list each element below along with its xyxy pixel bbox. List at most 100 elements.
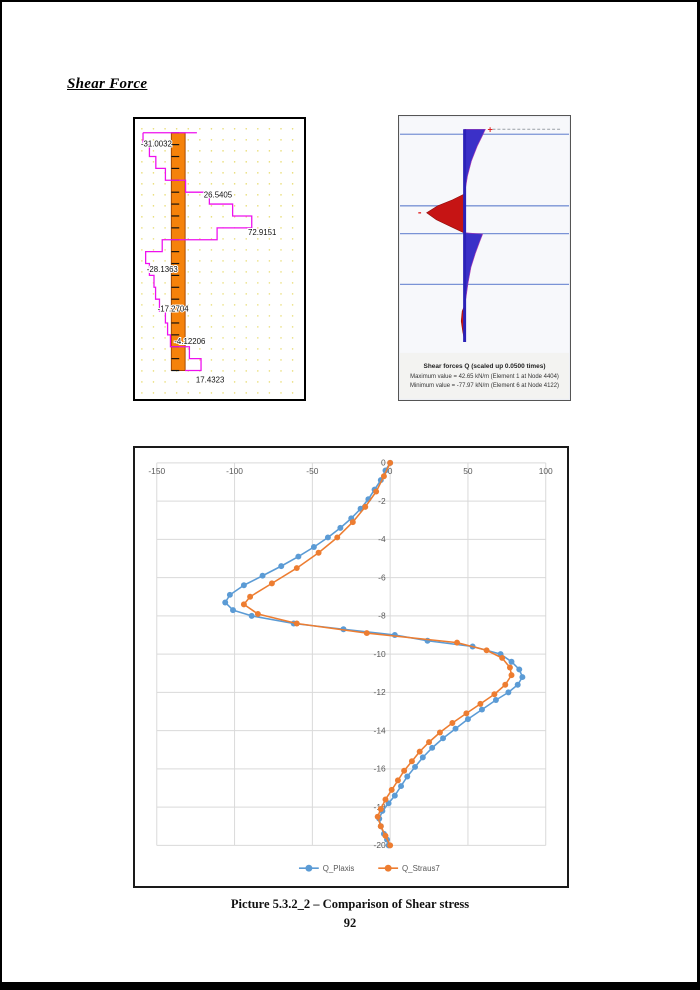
- grid-dot: [257, 150, 259, 152]
- legend-item-Q_Straus7: Q_Straus7: [378, 864, 440, 873]
- grid-dot: [233, 249, 236, 251]
- grid-dot: [199, 249, 201, 251]
- grid-dot: [233, 238, 236, 240]
- grid-dot: [268, 337, 271, 339]
- grid-dot: [210, 293, 213, 295]
- grid-dot: [233, 282, 236, 284]
- grid-dot: [268, 194, 271, 196]
- grid-dot: [245, 128, 248, 130]
- grid-dot: [164, 150, 166, 152]
- page-border-bottom: [0, 982, 700, 990]
- grid-dot: [280, 238, 282, 240]
- grid-dot: [222, 205, 224, 207]
- grid-dot: [268, 315, 271, 317]
- data-point-marker: [401, 767, 408, 774]
- grid-dot: [233, 370, 236, 372]
- grid-dot: [222, 282, 224, 284]
- straus7-shear-diagram: -31.0032 26.5405 72.9151 -28.1363 -17.2704 -4…: [133, 117, 306, 401]
- grid-dot: [257, 304, 259, 306]
- x-tick-label: 50: [463, 466, 473, 476]
- grid-dot: [141, 194, 143, 196]
- grid-dot: [210, 183, 213, 185]
- grid-dot: [187, 227, 190, 229]
- grid-dot: [210, 337, 213, 339]
- grid-dot: [268, 150, 271, 152]
- grid-dot: [187, 183, 190, 185]
- y-tick-label: -16: [374, 764, 386, 774]
- grid-dot: [257, 227, 259, 229]
- grid-dot: [245, 359, 248, 361]
- grid-dot: [222, 392, 224, 394]
- shear-value-label: 26.5405: [204, 191, 233, 200]
- grid-dot: [199, 139, 201, 141]
- grid-dot: [210, 370, 213, 372]
- grid-dot: [141, 370, 143, 372]
- grid-dot: [257, 238, 259, 240]
- data-point-marker: [222, 599, 229, 606]
- grid-dot: [141, 293, 143, 295]
- grid-dot: [245, 205, 248, 207]
- grid-dot: [280, 282, 282, 284]
- grid-dot: [164, 249, 166, 251]
- grid-dot: [280, 381, 282, 383]
- grid-dot: [210, 194, 213, 196]
- data-point-marker: [436, 729, 443, 736]
- data-point-marker: [293, 565, 300, 572]
- data-point-marker: [429, 744, 436, 751]
- y-tick-label: -6: [378, 572, 386, 582]
- grid-dot: [222, 161, 224, 163]
- grid-dot: [222, 139, 224, 141]
- grid-dot: [222, 315, 224, 317]
- grid-dot: [268, 293, 271, 295]
- grid-dot: [222, 172, 224, 174]
- grid-dot: [152, 293, 155, 295]
- grid-dot: [164, 260, 166, 262]
- soil-layer-lines: [399, 133, 570, 285]
- grid-dot: [141, 205, 143, 207]
- x-tick-label: -150: [148, 466, 165, 476]
- grid-dot: [245, 238, 248, 240]
- grid-dot: [245, 337, 248, 339]
- grid-dot: [280, 370, 282, 372]
- data-point-marker: [310, 544, 317, 550]
- grid-dot: [222, 293, 224, 295]
- grid-dot: [280, 293, 282, 295]
- shear-step-outline: [142, 132, 253, 372]
- data-point-marker: [377, 823, 384, 830]
- pile-ticks: [171, 132, 180, 372]
- grid-dot: [152, 381, 155, 383]
- grid-dot: [164, 139, 166, 141]
- y-tick-label: -2: [378, 496, 386, 506]
- data-point-marker: [382, 832, 389, 839]
- grid-dot: [233, 304, 236, 306]
- grid-dot: [141, 304, 143, 306]
- grid-dot: [187, 205, 190, 207]
- grid-dot: [199, 271, 201, 273]
- grid-dot: [280, 271, 282, 273]
- grid-dot: [233, 271, 236, 273]
- grid-dot: [257, 370, 259, 372]
- grid-dot: [187, 249, 190, 251]
- grid-dot: [210, 326, 213, 328]
- grid-dot: [268, 271, 271, 273]
- grid-dot: [291, 304, 294, 306]
- grid-dot: [291, 128, 294, 130]
- grid-dot: [210, 271, 213, 273]
- grid-dot: [291, 315, 294, 317]
- grid-dot: [164, 304, 166, 306]
- y-tick-label: 0: [381, 458, 386, 468]
- data-point-marker: [419, 754, 426, 761]
- page-border-right: [697, 0, 700, 990]
- grid-dot: [141, 315, 143, 317]
- grid-dot: [268, 392, 271, 394]
- grid-dot: [141, 392, 143, 394]
- data-point-marker: [254, 610, 261, 617]
- grid-dot: [280, 205, 282, 207]
- grid-dot: [187, 172, 190, 174]
- grid-dot: [245, 293, 248, 295]
- grid-dot: [164, 381, 166, 383]
- grid-dot: [268, 238, 271, 240]
- data-point-marker: [295, 553, 302, 560]
- grid-dot: [164, 337, 166, 339]
- grid-dot: [152, 238, 155, 240]
